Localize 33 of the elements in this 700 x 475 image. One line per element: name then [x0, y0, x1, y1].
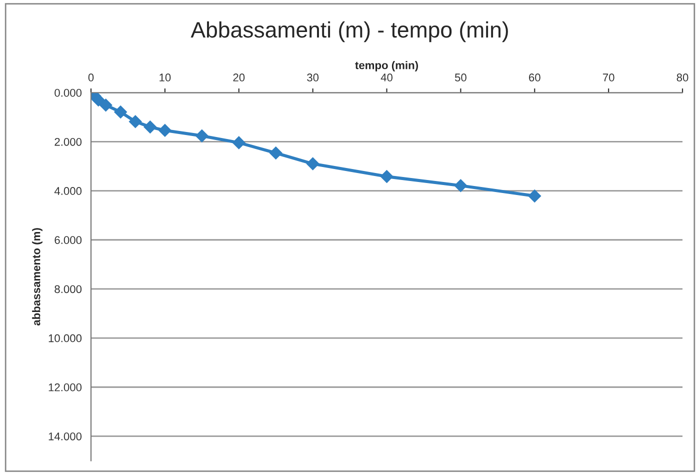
- point: [99, 98, 112, 112]
- x-tick-label: 80: [676, 74, 688, 82]
- x-tick-label: 40: [380, 74, 392, 82]
- x-axis-title: tempo (min): [355, 61, 418, 72]
- y-axis-title: abbassamento (m): [32, 228, 42, 326]
- x-tick-label: 30: [307, 74, 319, 82]
- point: [269, 146, 282, 160]
- point: [454, 179, 468, 192]
- x-tick-label: 70: [602, 74, 614, 82]
- point: [195, 129, 208, 142]
- point: [380, 170, 394, 183]
- x-tick-label: 0: [88, 74, 94, 82]
- point: [114, 106, 127, 118]
- point: [144, 120, 157, 134]
- x-tick-label: 50: [454, 74, 466, 82]
- point: [128, 115, 142, 128]
- y-tick-label: 6.000: [54, 236, 82, 244]
- y-tick-label: 4.000: [54, 187, 82, 195]
- point: [158, 124, 172, 137]
- y-tick-label: 8.000: [54, 285, 82, 294]
- point: [306, 157, 320, 170]
- y-tick-label: 12.000: [48, 383, 82, 392]
- x-tick-label: 10: [160, 74, 171, 82]
- point: [528, 190, 542, 202]
- x-tick-label: 60: [529, 74, 540, 82]
- chart-title: Abbassamenti (m) - tempo (min): [190, 21, 508, 42]
- y-tick-label: 14.000: [48, 432, 82, 440]
- point: [92, 94, 105, 106]
- x-tick-label: 20: [233, 74, 245, 82]
- y-tick-label: 10.000: [48, 334, 82, 342]
- y-tick-label: 0.000: [54, 88, 82, 97]
- point: [232, 136, 246, 150]
- y-tick-label: 2.000: [54, 138, 82, 146]
